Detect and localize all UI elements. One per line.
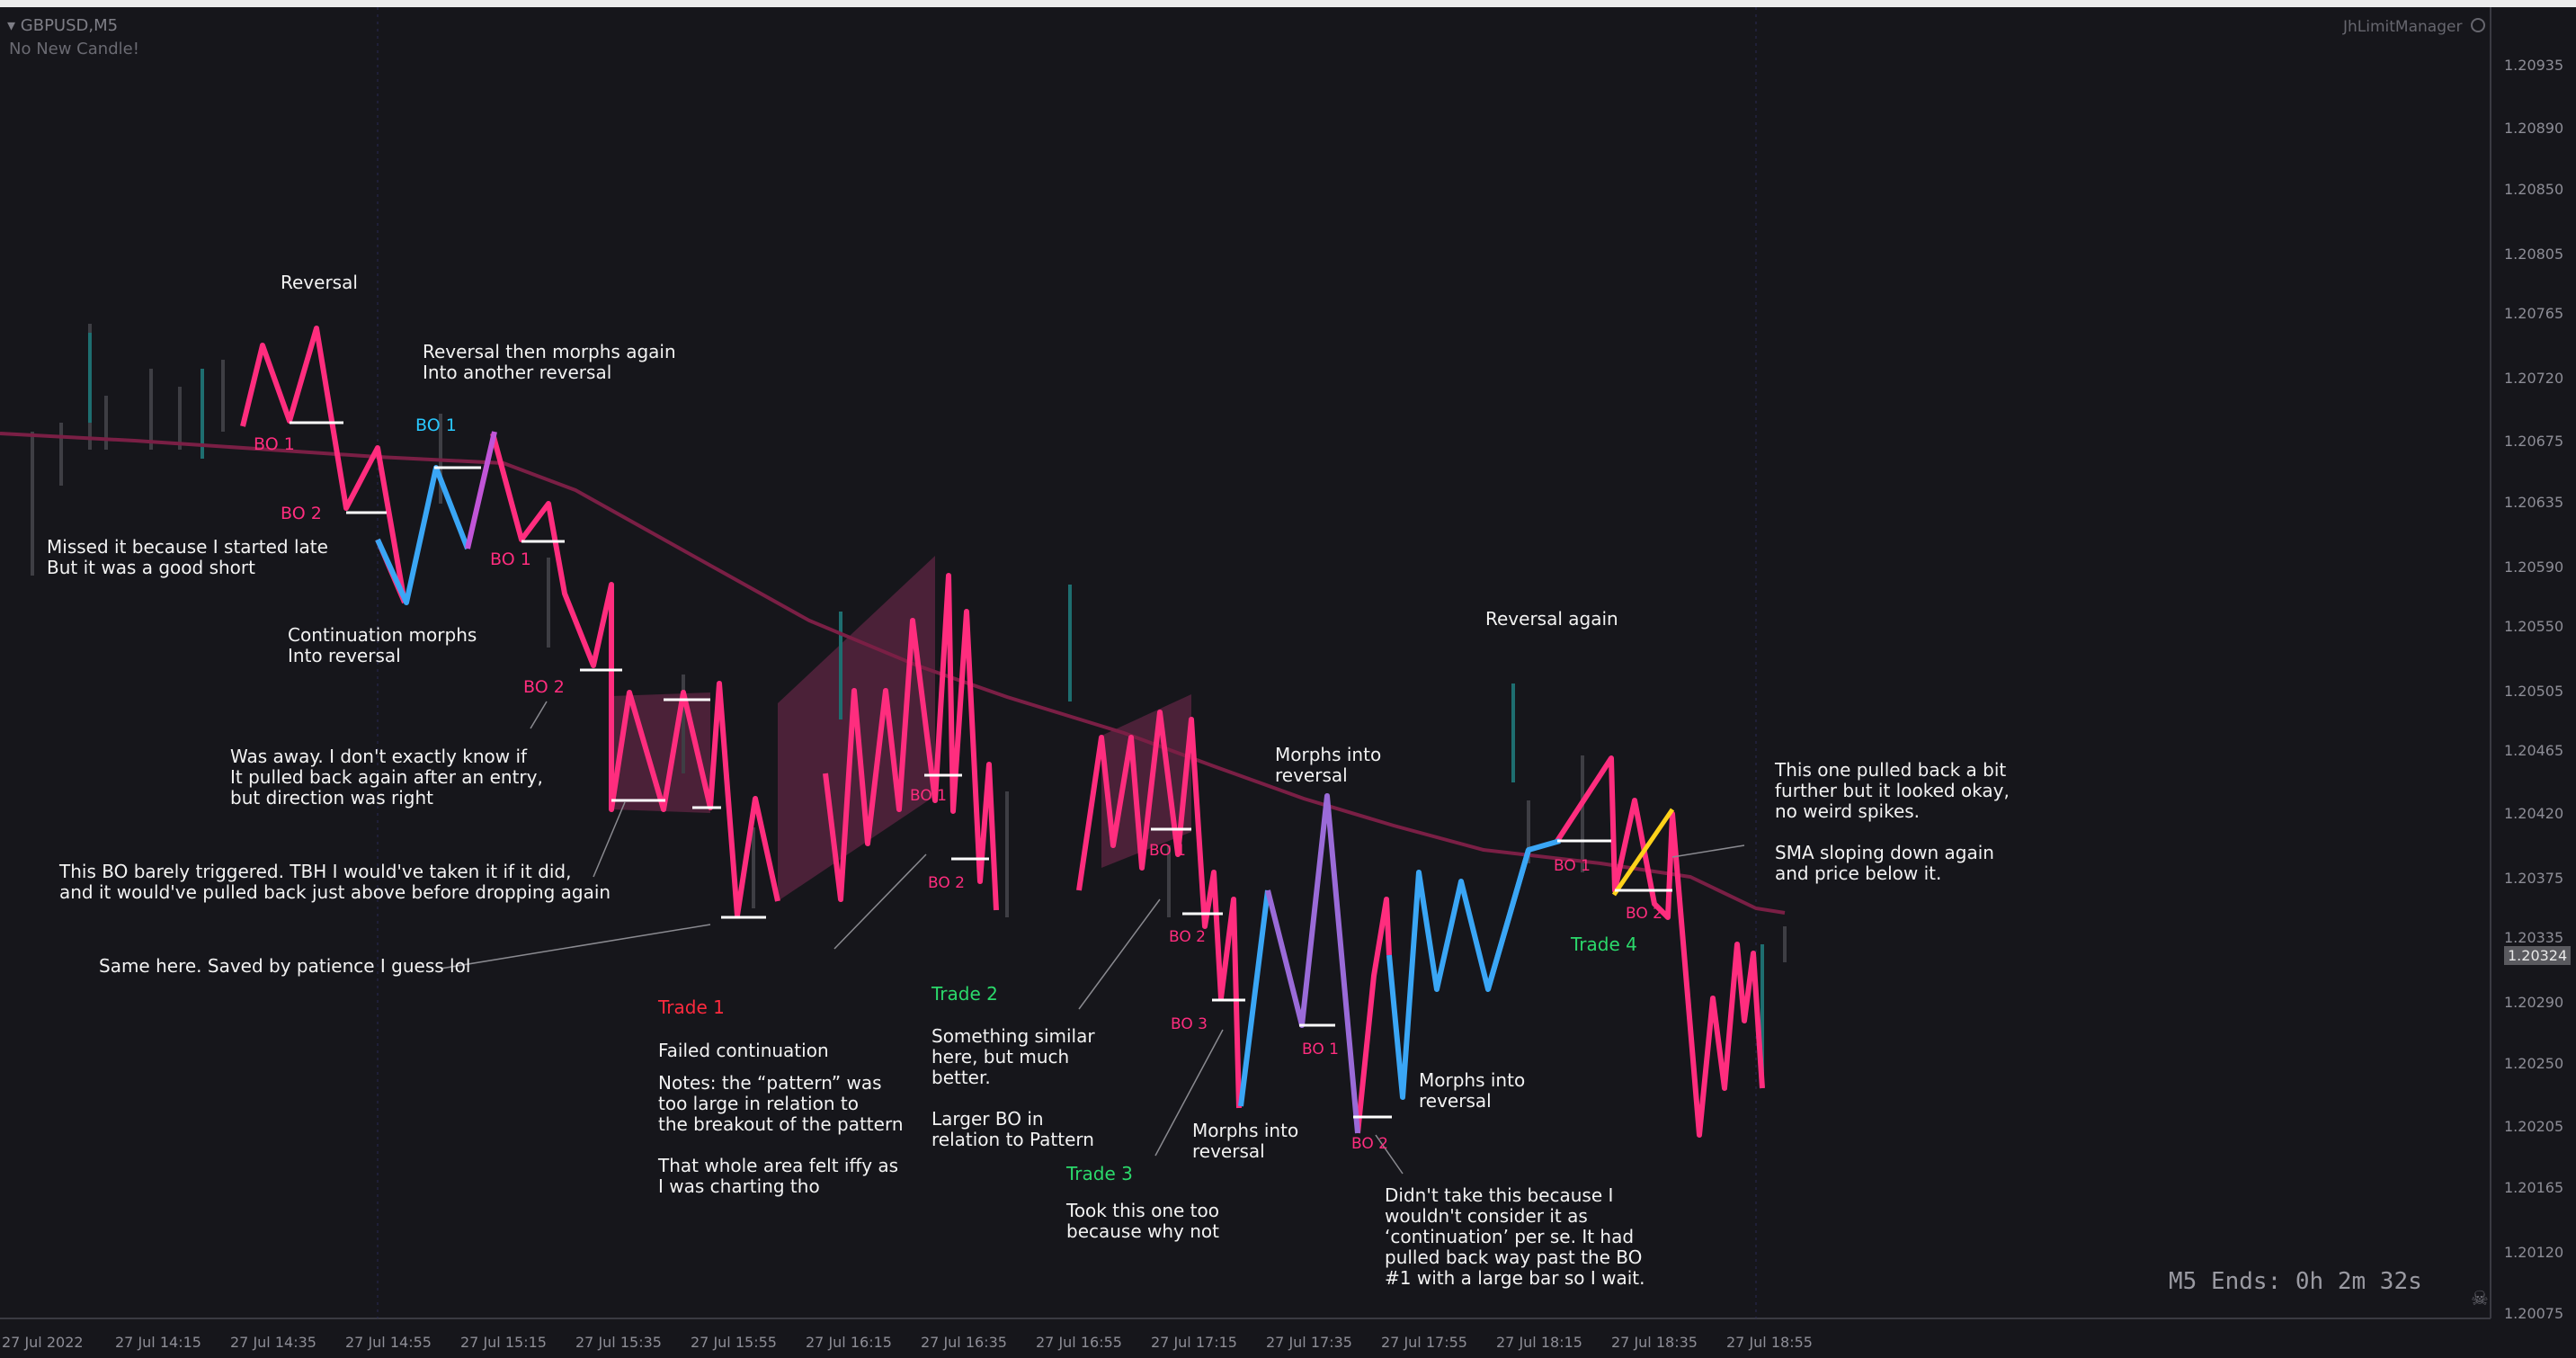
trade1-notes: Notes: the “pattern” was too large in re… — [658, 1072, 904, 1197]
bo-label: BO 1 — [1302, 1041, 1339, 1059]
price-tick: 1.20505 — [2504, 683, 2564, 700]
time-tick: 27 Jul 15:15 — [460, 1334, 547, 1351]
price-tick: 1.20890 — [2504, 120, 2564, 137]
trade3-title: Trade 3 — [1066, 1163, 1133, 1184]
trade1-title: Trade 1 — [658, 996, 725, 1018]
time-tick: 27 Jul 18:55 — [1726, 1334, 1813, 1351]
dropdown-triangle-icon[interactable]: ▾ — [7, 16, 21, 35]
price-tick: 1.20765 — [2504, 305, 2564, 322]
manager-settings-icon[interactable] — [2471, 18, 2485, 32]
price-tick: 1.20465 — [2504, 742, 2564, 759]
bo-label: BO 2 — [523, 677, 565, 697]
time-tick: 27 Jul 18:35 — [1611, 1334, 1698, 1351]
price-tick: 1.20420 — [2504, 805, 2564, 822]
price-tick: 1.20120 — [2504, 1244, 2564, 1261]
expert-icon[interactable]: ☠ — [2471, 1288, 2489, 1310]
bo-label: BO 2 — [281, 504, 322, 523]
price-tick: 1.20165 — [2504, 1179, 2564, 1196]
bo-label: BO 1 — [254, 434, 295, 454]
price-tick: 1.20550 — [2504, 618, 2564, 635]
bo-label: BO 2 — [1626, 905, 1662, 923]
price-tick: 1.20375 — [2504, 870, 2564, 887]
price-tick: 1.20205 — [2504, 1118, 2564, 1135]
price-tick: 1.20935 — [2504, 57, 2564, 74]
time-tick: 27 Jul 14:15 — [115, 1334, 201, 1351]
annotation-missed: Missed it because I started late But it … — [47, 536, 328, 578]
annotation-morphs-top: Morphs into reversal — [1275, 744, 1382, 786]
symbol-text: GBPUSD,M5 — [20, 16, 119, 35]
annotation-away: Was away. I don't exactly know if It pul… — [230, 746, 543, 809]
price-tick: 1.20075 — [2504, 1305, 2564, 1322]
annotation-didnt-take: Didn't take this because I wouldn't cons… — [1385, 1184, 1645, 1289]
annotation-morphs-bottom: Morphs into reversal — [1192, 1120, 1299, 1162]
bo-label: BO 2 — [928, 874, 965, 892]
time-tick: 27 Jul 18:15 — [1496, 1334, 1582, 1351]
bo-label: BO 3 — [1171, 1015, 1208, 1033]
trade1-body: Failed continuation — [658, 1040, 829, 1061]
time-tick: 27 Jul 15:55 — [691, 1334, 777, 1351]
bo-label: BO 1 — [1149, 842, 1186, 860]
annotation-pointers — [440, 701, 1745, 1175]
annotation-same-here: Same here. Saved by patience I guess lol — [99, 955, 471, 977]
annotation-pulled-back: This one pulled back a bit further but i… — [1775, 759, 2010, 822]
bo-label: BO 1 — [415, 415, 457, 435]
annotation-morphs-right: Morphs into reversal — [1419, 1069, 1526, 1112]
annotation-reversal-morphs: Reversal then morphs again Into another … — [423, 341, 676, 383]
bo-label: BO 2 — [1351, 1135, 1388, 1153]
price-tick: 1.20635 — [2504, 494, 2564, 511]
price-tick: 1.20335 — [2504, 929, 2564, 946]
time-tick: 27 Jul 14:55 — [345, 1334, 432, 1351]
bo-label: BO 1 — [490, 549, 531, 569]
time-tick: 27 Jul 16:15 — [806, 1334, 892, 1351]
time-tick: 27 Jul 16:55 — [1036, 1334, 1122, 1351]
candle-timer: M5 Ends: 0h 2m 32s — [2169, 1268, 2422, 1295]
title-strip — [0, 0, 2576, 7]
price-tick: 1.20675 — [2504, 433, 2564, 450]
price-tick: 1.20850 — [2504, 181, 2564, 198]
annotation-continuation: Continuation morphs Into reversal — [288, 624, 477, 666]
time-tick: 27 Jul 17:55 — [1381, 1334, 1467, 1351]
pattern-zone — [1101, 694, 1191, 868]
current-price-tag: 1.20324 — [2504, 946, 2572, 965]
limit-manager-label[interactable]: JhLimitManager — [2343, 18, 2463, 36]
indicator-status: No New Candle! — [9, 40, 139, 58]
price-chart[interactable] — [0, 7, 2576, 1358]
annotation-barely: This BO barely triggered. TBH I would've… — [59, 861, 611, 903]
trade3-body: Took this one too because why not — [1066, 1200, 1219, 1242]
trade4-entry-line — [1611, 808, 1675, 897]
annotation-reversal: Reversal — [281, 272, 358, 293]
trade2-body: Something similar here, but much better.… — [931, 1025, 1095, 1150]
bo-levels — [290, 421, 1672, 1119]
annotation-reversal-again: Reversal again — [1485, 608, 1618, 630]
price-tick: 1.20290 — [2504, 994, 2564, 1011]
candles-teal — [88, 333, 1764, 1088]
time-tick: 27 Jul 14:35 — [230, 1334, 316, 1351]
time-tick: 27 Jul 17:35 — [1266, 1334, 1352, 1351]
trade2-title: Trade 2 — [931, 983, 998, 1005]
zigzag-swings — [240, 326, 1765, 1138]
annotation-sma-sloping: SMA sloping down again and price below i… — [1775, 842, 1994, 884]
time-tick: 27 Jul 17:15 — [1151, 1334, 1237, 1351]
symbol-label[interactable]: ▾ GBPUSD,M5 — [7, 16, 118, 35]
bo-label: BO 2 — [1169, 928, 1206, 946]
price-tick: 1.20250 — [2504, 1055, 2564, 1072]
trade4-title: Trade 4 — [1571, 934, 1637, 955]
time-tick: 27 Jul 16:35 — [921, 1334, 1007, 1351]
bo-label: BO 1 — [910, 787, 947, 805]
price-tick: 1.20590 — [2504, 558, 2564, 576]
bo-label: BO 1 — [1554, 857, 1591, 875]
price-tick: 1.20805 — [2504, 246, 2564, 263]
time-tick: 27 Jul 2022 — [2, 1334, 84, 1351]
zigzag-transitions — [375, 431, 1561, 1134]
time-tick: 27 Jul 15:35 — [575, 1334, 662, 1351]
price-tick: 1.20720 — [2504, 370, 2564, 387]
